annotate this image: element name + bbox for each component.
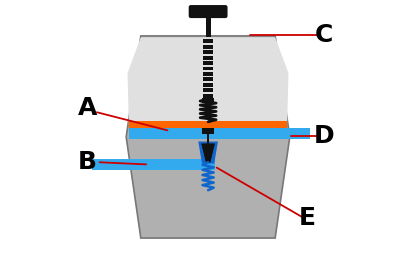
- FancyBboxPatch shape: [189, 5, 227, 18]
- Text: C: C: [315, 23, 334, 47]
- Bar: [203, 88, 213, 92]
- Polygon shape: [202, 144, 215, 162]
- Bar: [129, 128, 287, 139]
- Text: A: A: [78, 96, 97, 120]
- Bar: [203, 61, 213, 65]
- Bar: [203, 45, 213, 49]
- Bar: [129, 121, 287, 128]
- Polygon shape: [202, 144, 215, 162]
- Bar: [202, 128, 214, 134]
- Bar: [203, 66, 213, 70]
- Bar: [203, 83, 213, 87]
- Bar: [207, 134, 209, 154]
- Bar: [203, 56, 213, 60]
- Text: B: B: [78, 150, 97, 174]
- Bar: [206, 16, 210, 37]
- Text: D: D: [314, 124, 335, 148]
- Bar: [92, 159, 215, 170]
- Bar: [203, 77, 213, 81]
- Bar: [202, 98, 214, 103]
- Polygon shape: [126, 36, 290, 238]
- Bar: [203, 94, 213, 98]
- Bar: [203, 50, 213, 54]
- Polygon shape: [128, 37, 288, 125]
- Polygon shape: [198, 142, 218, 164]
- Bar: [203, 72, 213, 76]
- Text: E: E: [299, 206, 316, 230]
- Bar: [203, 39, 213, 43]
- Bar: [287, 128, 310, 139]
